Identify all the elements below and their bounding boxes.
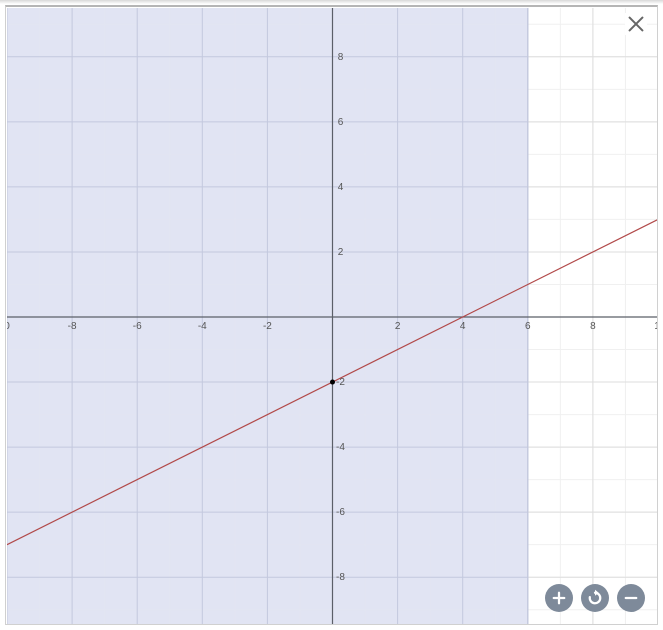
zoom-out-button[interactable] [617, 584, 645, 612]
cartesian-plot: 0 -8 -6 -4 -2 2 4 6 8 -8 -6 -4 -2 2 4 6 8 1 [7, 8, 658, 625]
x-tick-label: 4 [460, 321, 466, 332]
zoom-in-button[interactable] [545, 584, 573, 612]
y-tick-label: 4 [338, 182, 344, 193]
x-tick-label: 8 [590, 321, 596, 332]
zoom-controls [545, 584, 645, 612]
x-tick-label: -4 [198, 321, 207, 332]
x-tick-label: 1 [654, 321, 658, 332]
x-tick-label: 2 [395, 321, 401, 332]
y-tick-label: -2 [336, 377, 345, 388]
y-tick-label: -6 [336, 507, 345, 518]
header-shadow [0, 0, 663, 4]
minus-icon [622, 589, 640, 607]
y-tick-label: 8 [338, 52, 344, 63]
zoom-reset-button[interactable] [581, 584, 609, 612]
y-tick-label: 2 [338, 247, 344, 258]
plus-icon [550, 589, 568, 607]
app-root: 0 -8 -6 -4 -2 2 4 6 8 -8 -6 -4 -2 2 4 6 8 1 [0, 0, 663, 630]
close-icon [625, 13, 647, 35]
graph-panel: 0 -8 -6 -4 -2 2 4 6 8 -8 -6 -4 -2 2 4 6 8 1 [5, 5, 658, 625]
x-tick-label: 6 [525, 321, 531, 332]
close-button[interactable] [625, 13, 647, 35]
x-tick-label: -8 [68, 321, 77, 332]
y-tick-label: 6 [338, 117, 344, 128]
y-tick-label: -8 [336, 572, 345, 583]
x-tick-label: 0 [7, 321, 10, 332]
x-tick-label: -2 [263, 321, 272, 332]
intercept-point [330, 380, 335, 385]
x-tick-label: -6 [133, 321, 142, 332]
y-tick-label: -4 [336, 442, 345, 453]
refresh-icon [586, 589, 604, 607]
